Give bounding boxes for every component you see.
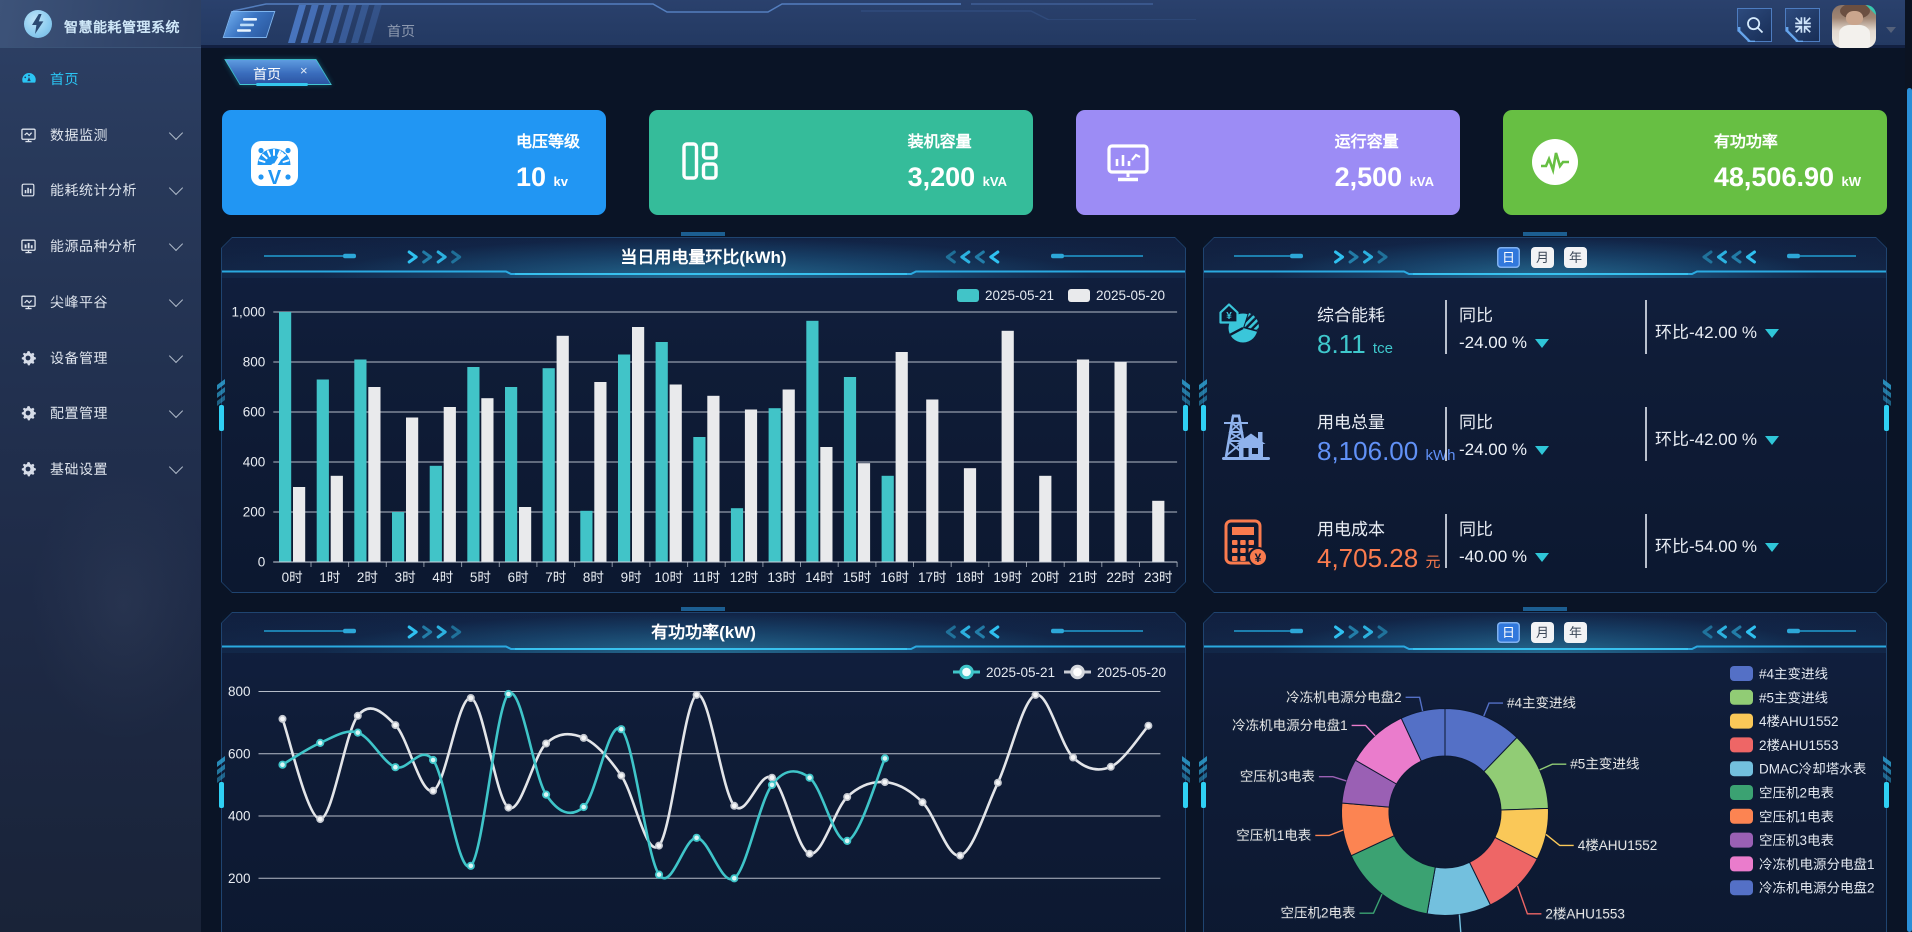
svg-text:11时: 11时 [693,570,721,585]
svg-text:2楼AHU1553: 2楼AHU1553 [1545,906,1625,921]
svg-text:14时: 14时 [805,570,834,585]
svg-text:2时: 2时 [357,570,378,585]
svg-text:200: 200 [228,871,251,886]
svg-text:9时: 9时 [621,570,642,585]
svg-text:4时: 4时 [432,570,453,585]
svg-text:冷冻机电源分电盘2: 冷冻机电源分电盘2 [1286,690,1402,705]
svg-text:20时: 20时 [1031,570,1060,585]
svg-text:800: 800 [243,355,266,370]
svg-text:冷冻机电源分电盘2: 冷冻机电源分电盘2 [1759,881,1875,896]
svg-text:7时: 7时 [545,570,566,585]
svg-text:200: 200 [243,505,266,520]
svg-text:15时: 15时 [843,570,872,585]
svg-text:10时: 10时 [654,570,683,585]
svg-text:冷冻机电源分电盘1: 冷冻机电源分电盘1 [1759,857,1875,872]
svg-text:19时: 19时 [993,570,1022,585]
svg-text:17时: 17时 [918,570,947,585]
svg-text:1时: 1时 [319,570,340,585]
svg-text:13时: 13时 [767,570,796,585]
svg-text:3时: 3时 [395,570,416,585]
svg-text:空压机1电表: 空压机1电表 [1236,828,1312,843]
svg-text:21时: 21时 [1069,570,1098,585]
svg-text:#5主变进线: #5主变进线 [1759,690,1828,705]
svg-text:600: 600 [243,405,266,420]
svg-text:冷冻机电源分电盘1: 冷冻机电源分电盘1 [1232,718,1348,733]
svg-text:22时: 22时 [1106,570,1135,585]
svg-text:2025-05-21: 2025-05-21 [986,665,1055,680]
svg-text:4楼AHU1552: 4楼AHU1552 [1578,838,1658,853]
svg-text:空压机1电表: 空压机1电表 [1759,809,1835,824]
svg-text:空压机2电表: 空压机2电表 [1759,786,1835,801]
svg-text:空压机2电表: 空压机2电表 [1280,906,1356,921]
svg-text:DMAC冷却塔水表: DMAC冷却塔水表 [1759,762,1867,777]
svg-text:12时: 12时 [730,570,759,585]
svg-text:400: 400 [228,809,251,824]
svg-text:空压机3电表: 空压机3电表 [1759,833,1835,848]
svg-text:1,000: 1,000 [232,305,266,320]
svg-text:5时: 5时 [470,570,491,585]
svg-text:2025-05-20: 2025-05-20 [1096,288,1165,303]
svg-text:18时: 18时 [956,570,985,585]
svg-text:16时: 16时 [880,570,909,585]
svg-text:#5主变进线: #5主变进线 [1570,757,1639,772]
svg-text:2025-05-21: 2025-05-21 [985,288,1054,303]
svg-text:空压机3电表: 空压机3电表 [1240,769,1316,784]
svg-text:#4主变进线: #4主变进线 [1507,696,1576,711]
svg-text:800: 800 [228,684,251,699]
svg-text:8时: 8时 [583,570,604,585]
svg-text:600: 600 [228,746,251,761]
svg-text:4楼AHU1552: 4楼AHU1552 [1759,714,1839,729]
svg-text:0时: 0时 [282,570,303,585]
svg-text:400: 400 [243,455,266,470]
svg-text:23时: 23时 [1144,570,1173,585]
svg-text:#4主变进线: #4主变进线 [1759,667,1828,682]
svg-text:2楼AHU1553: 2楼AHU1553 [1759,738,1839,753]
svg-text:0: 0 [258,555,266,570]
svg-text:¥: ¥ [1226,311,1232,322]
svg-text:V: V [268,167,282,188]
svg-text:2025-05-20: 2025-05-20 [1097,665,1166,680]
svg-text:¥: ¥ [1255,551,1262,565]
svg-text:6时: 6时 [508,570,529,585]
